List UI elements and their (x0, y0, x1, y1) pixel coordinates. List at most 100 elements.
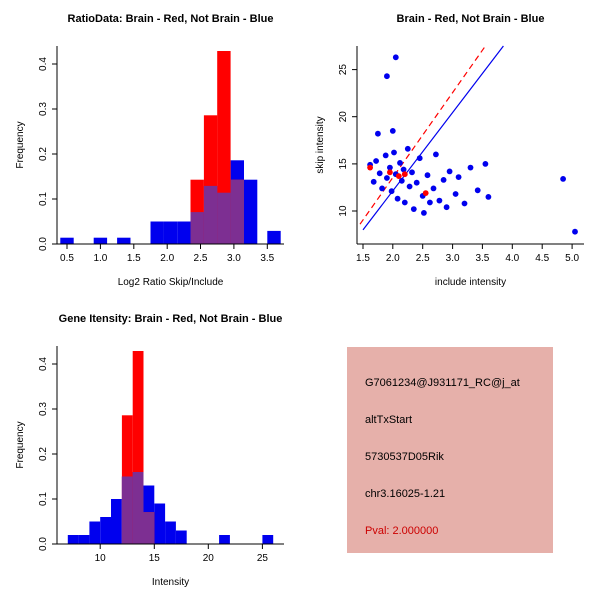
data-point (391, 149, 397, 156)
hist-bar (177, 221, 191, 244)
hist-overlap-bar (203, 185, 218, 244)
hist-bar (100, 517, 111, 544)
y-tick-label: 0.0 (38, 237, 49, 251)
y-axis-label: skip intensity (315, 116, 326, 173)
y-tick-label: 25 (338, 64, 349, 76)
hist-bar (262, 535, 274, 544)
data-point (384, 175, 390, 181)
data-point (389, 127, 396, 134)
hist-bar (154, 503, 166, 544)
data-point (446, 168, 453, 175)
y-tick-label: 15 (338, 158, 349, 170)
hist-bar (219, 535, 230, 544)
hist-bar (78, 535, 90, 544)
data-point (427, 199, 433, 206)
x-tick-label: 4.0 (505, 253, 519, 264)
fit-line (359, 45, 486, 225)
data-point (485, 194, 492, 200)
hist-bar (150, 221, 164, 244)
data-point (394, 195, 401, 202)
hist-overlap-bar (121, 476, 133, 544)
event-type-text: altTxStart (365, 414, 413, 426)
y-tick-label: 0.1 (38, 492, 49, 506)
x-tick-label: 3.0 (227, 253, 241, 264)
y-axis-label: Frequency (15, 121, 26, 168)
hist-overlap-bar (190, 212, 204, 244)
data-point (375, 130, 381, 137)
data-point (392, 54, 399, 61)
data-point (395, 173, 402, 180)
y-tick-label: 20 (338, 111, 349, 123)
data-point (410, 206, 417, 213)
data-point (382, 152, 389, 159)
x-axis-label: include intensity (435, 277, 506, 288)
data-point (406, 183, 413, 190)
data-point (400, 166, 407, 173)
x-tick-label: 1.5 (127, 253, 141, 264)
data-point (572, 228, 578, 235)
chart-title: Gene Itensity: Brain - Red, Not Brain - … (59, 313, 283, 325)
data-point (409, 169, 415, 176)
data-point (421, 210, 427, 216)
data-point (436, 197, 443, 204)
panel-ratio-histogram: RatioData: Brain - Red, Not Brain - Blue… (0, 0, 300, 300)
hist-bar (267, 230, 281, 244)
data-point (461, 200, 468, 207)
data-point (404, 145, 411, 152)
data-point (379, 185, 385, 192)
data-point (455, 174, 462, 181)
hist-bar (163, 221, 178, 244)
hist-bar (89, 521, 101, 544)
data-point (433, 151, 439, 158)
x-tick-label: 10 (95, 553, 107, 564)
data-point (384, 73, 390, 80)
data-point (387, 169, 393, 176)
data-point (401, 199, 408, 206)
gene-symbol-text: 5730537D05Rik (365, 451, 444, 463)
y-tick-label: 10 (338, 205, 349, 217)
data-point (422, 190, 429, 197)
x-axis-label: Log2 Ratio Skip/Include (118, 277, 224, 288)
hist-overlap-bar (143, 512, 155, 544)
location-text: chr3.16025-1.21 (365, 488, 446, 500)
x-tick-label: 2.5 (416, 253, 430, 264)
chart-title: Brain - Red, Not Brain - Blue (397, 13, 545, 25)
data-point (430, 185, 437, 192)
panel-intensity-scatter: Brain - Red, Not Brain - Blue 1.5 2.0 2.5 3.… (300, 0, 600, 300)
data-point (424, 172, 431, 179)
hist-bar (67, 535, 79, 544)
hist-bar (175, 530, 187, 544)
data-point (443, 204, 450, 211)
data-point (367, 164, 373, 171)
pval-text: Pval: 2.000000 (365, 525, 439, 537)
hist-bar (117, 237, 131, 244)
panel-gene-intensity-histogram: Gene Itensity: Brain - Red, Not Brain - … (0, 300, 300, 600)
data-point (416, 155, 423, 162)
chart-title: RatioData: Brain - Red, Not Brain - Blue (68, 13, 274, 25)
hist-bar (165, 521, 176, 544)
hist-overlap-bar (230, 179, 244, 244)
gene-intensity-histogram-chart: Gene Itensity: Brain - Red, Not Brain - … (15, 313, 284, 588)
x-axis-label: Intensity (152, 577, 189, 588)
x-tick-label: 1.5 (356, 253, 370, 264)
x-tick-label: 3.5 (260, 253, 274, 264)
x-tick-label: 25 (257, 553, 269, 564)
x-tick-label: 1.0 (93, 253, 107, 264)
x-tick-label: 3.5 (475, 253, 489, 264)
data-point (440, 177, 447, 183)
hist-bar (93, 237, 108, 244)
data-point (413, 179, 420, 186)
data-point (398, 177, 405, 184)
hist-overlap-bar (132, 472, 144, 544)
y-tick-label: 0.3 (38, 402, 49, 416)
x-tick-label: 4.5 (535, 253, 549, 264)
hist-bar (111, 499, 122, 544)
intensity-scatter-chart: Brain - Red, Not Brain - Blue 1.5 2.0 2.5 3.… (315, 13, 584, 288)
y-tick-label: 0.0 (38, 537, 49, 551)
x-tick-label: 3.0 (446, 253, 460, 264)
data-point (452, 191, 459, 197)
y-tick-label: 0.4 (38, 357, 49, 371)
y-axis-label: Frequency (15, 421, 26, 468)
x-tick-label: 20 (203, 553, 215, 564)
